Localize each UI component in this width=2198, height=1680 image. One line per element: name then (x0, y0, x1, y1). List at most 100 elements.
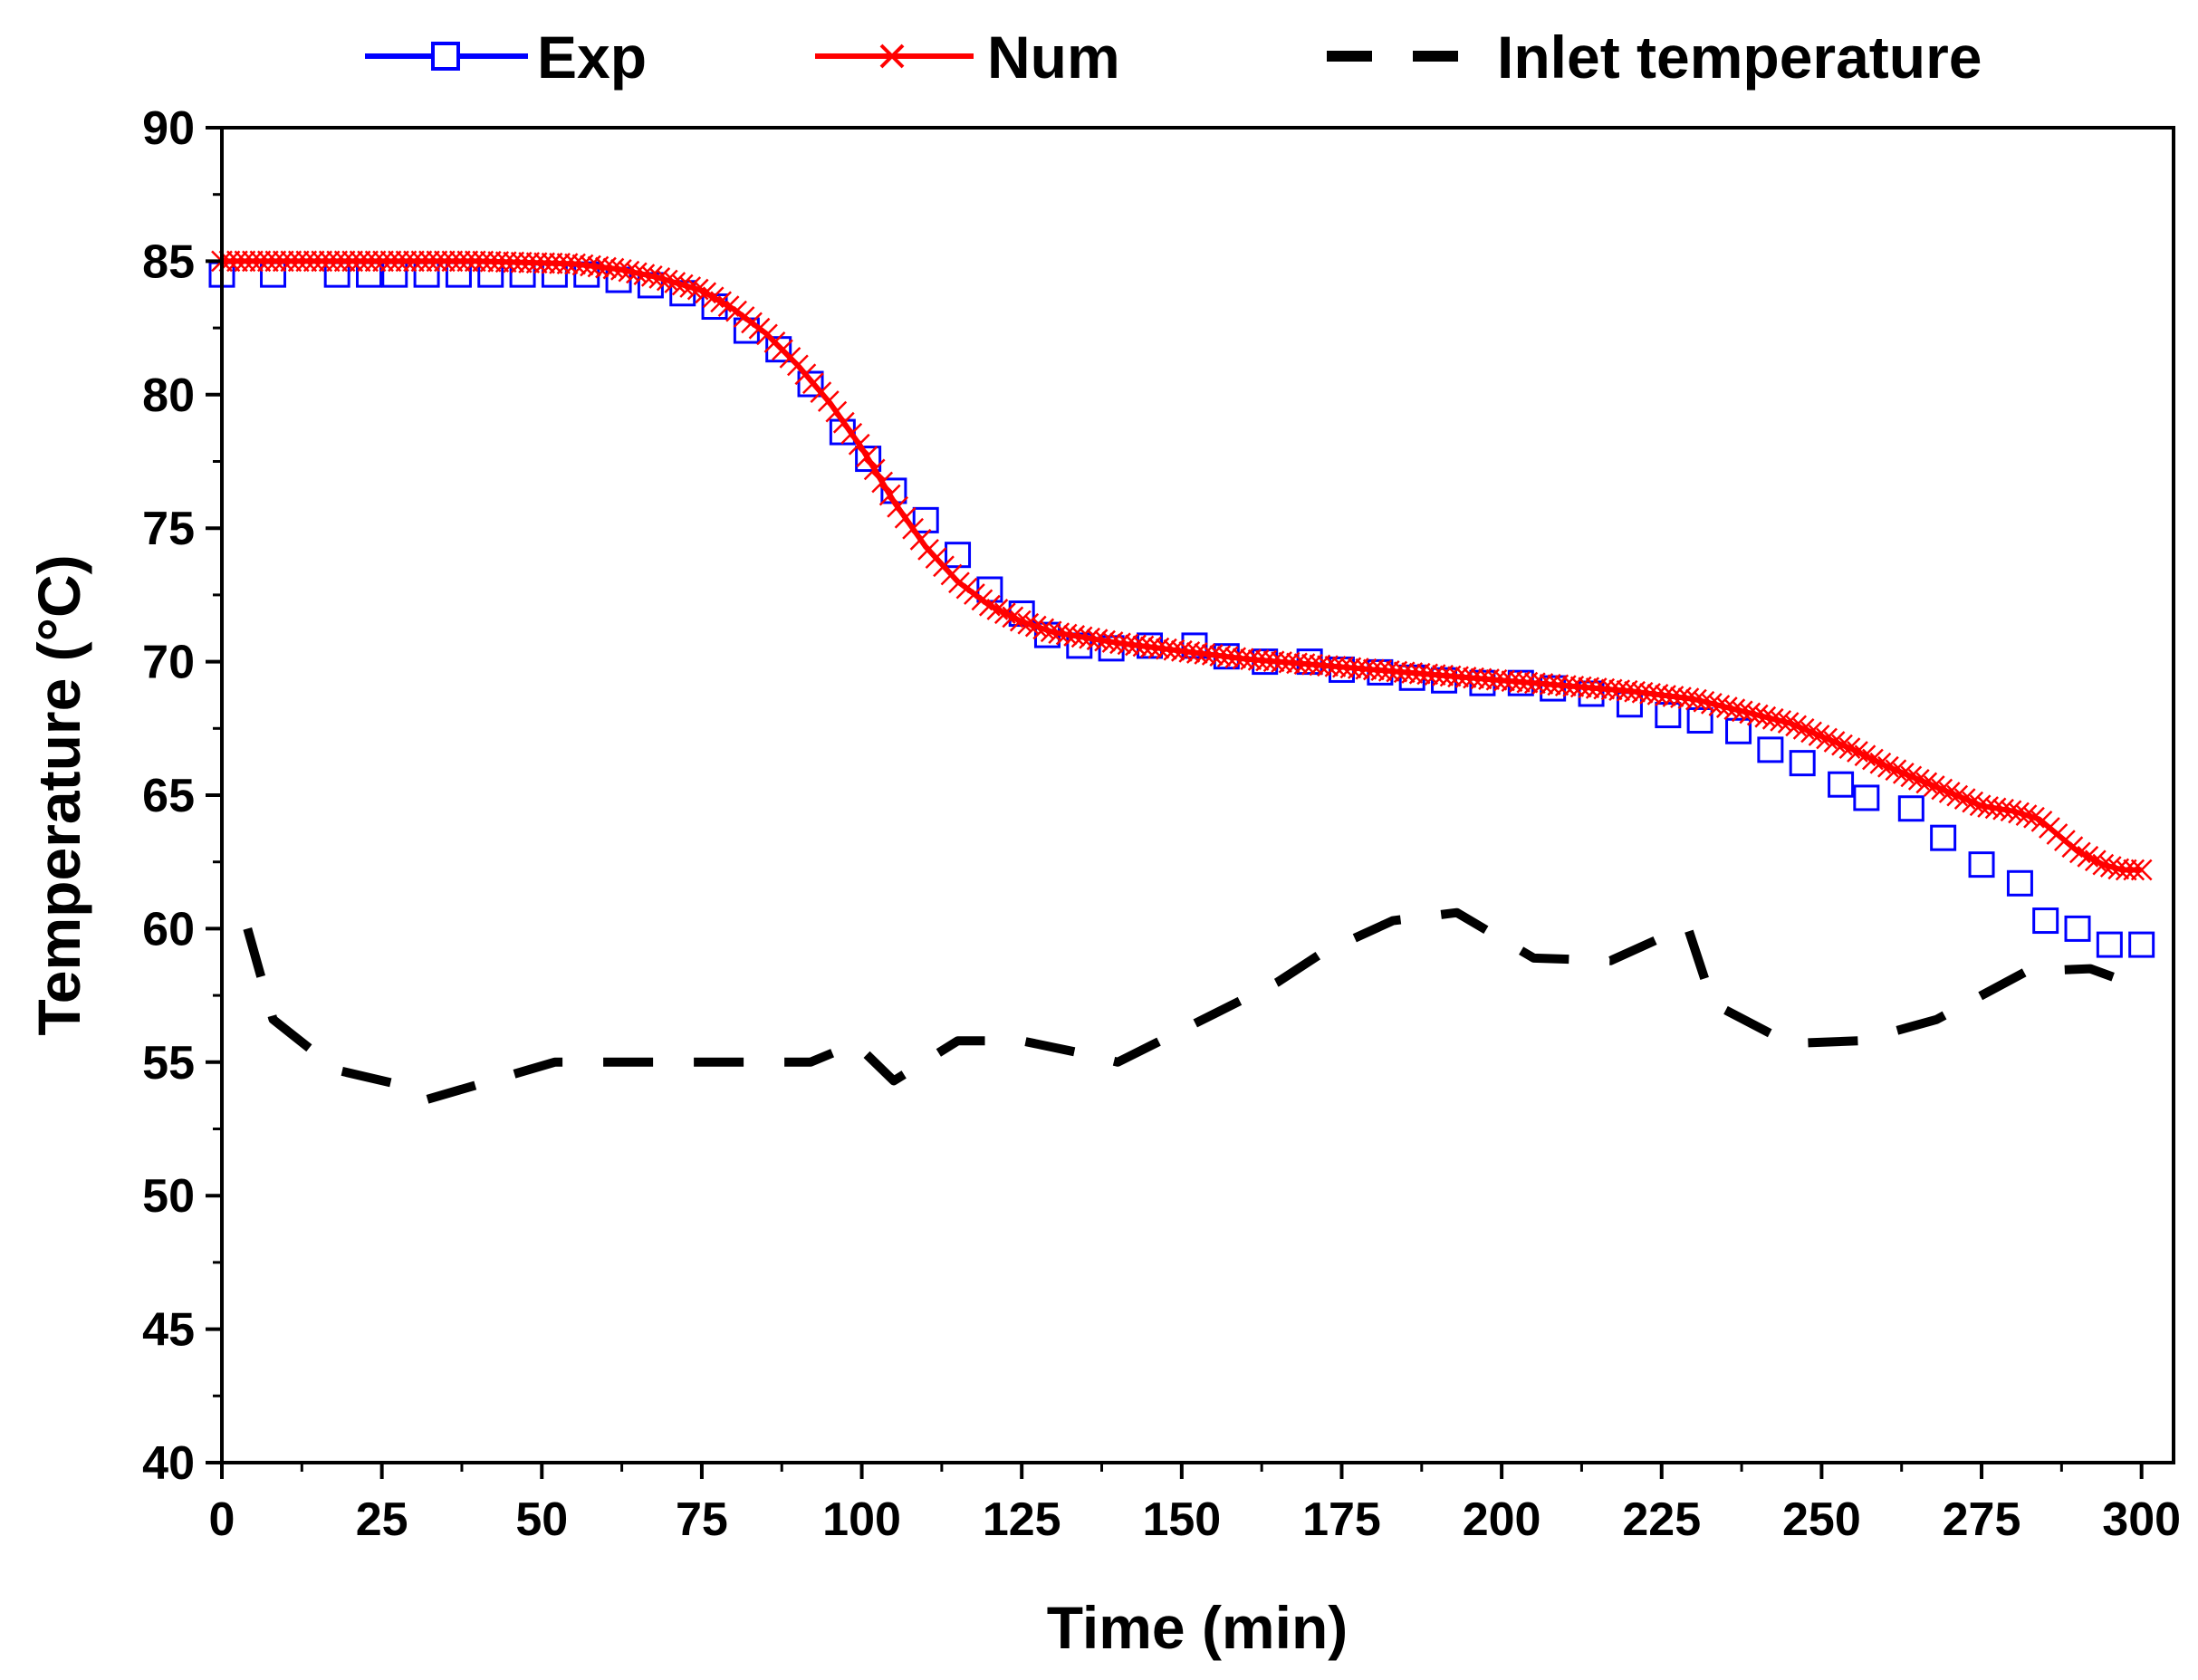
x-tick-label: 25 (356, 1493, 408, 1546)
legend-swatch-exp-marker (431, 42, 460, 71)
exp-point (1897, 795, 1924, 822)
exp-point (1968, 851, 1995, 878)
y-tick-label: 60 (142, 903, 195, 955)
num-point (2092, 853, 2115, 876)
num-point (464, 250, 486, 273)
y-axis-ticks: 40 45 50 55 60 65 70 75 80 85 90 (142, 102, 222, 1490)
num-point (1808, 725, 1830, 746)
y-tick-label: 65 (142, 770, 195, 822)
num-point (986, 599, 1009, 620)
num-point (487, 251, 510, 273)
num-point (640, 265, 663, 287)
num-point (1024, 615, 1047, 638)
num-point (533, 252, 555, 274)
num-point (1816, 727, 1838, 750)
num-point (1876, 755, 1899, 778)
num-point (226, 250, 248, 273)
num-point (840, 422, 863, 445)
num-point (426, 250, 448, 273)
num-point (671, 274, 694, 296)
num-point (1723, 698, 1746, 721)
num-point (295, 250, 318, 273)
x-axis-title: Time (min) (1047, 1594, 1348, 1661)
num-point (272, 250, 294, 273)
legend-item-exp: Exp (365, 24, 647, 91)
num-point (1962, 791, 1984, 813)
num-point (887, 495, 909, 518)
num-point (894, 506, 917, 529)
exp-point (2006, 869, 2033, 897)
num-point (856, 446, 878, 468)
x-tick-label: 200 (1463, 1493, 1541, 1546)
exp-point (2128, 931, 2155, 958)
num-point (1009, 610, 1032, 632)
num-point (1708, 695, 1731, 716)
num-point (395, 250, 418, 273)
num-point (357, 250, 379, 273)
num-point (479, 250, 502, 273)
num-point (1777, 712, 1800, 734)
num-point (311, 250, 333, 273)
num-point (902, 517, 924, 540)
num-point (1754, 706, 1777, 728)
exp-point (1655, 702, 1682, 729)
num-point (1800, 721, 1822, 744)
exp-point (477, 261, 504, 288)
num-point (2023, 806, 2045, 829)
num-point (1770, 710, 1792, 732)
num-point (1746, 704, 1769, 726)
num-point (1700, 692, 1723, 715)
num-point (1885, 759, 1907, 782)
num-point (1017, 612, 1040, 635)
num-point (234, 250, 256, 273)
num-point (817, 390, 840, 412)
num-point (909, 528, 932, 551)
num-point (341, 250, 364, 273)
num-point (1953, 788, 1976, 811)
num-point (2008, 802, 2030, 824)
num-point (1715, 696, 1738, 718)
num-point (648, 267, 671, 289)
num-point (349, 250, 371, 273)
num-point (1032, 618, 1055, 640)
exp-point (2064, 915, 2091, 942)
num-point (510, 251, 533, 274)
exp-point (945, 542, 972, 569)
x-tick-label: 100 (822, 1493, 901, 1546)
num-point (1900, 765, 1923, 788)
num-point (518, 252, 541, 274)
num-point (664, 272, 686, 293)
y-tick-label: 90 (142, 102, 195, 155)
y-axis-title: Temperature (°C) (25, 554, 92, 1035)
num-point (372, 250, 394, 273)
num-point (1923, 775, 1945, 797)
legend-label-inlet: Inlet temperature (1497, 24, 1982, 91)
num-point (1831, 734, 1853, 756)
num-point (1892, 762, 1915, 784)
num-point (264, 250, 287, 273)
x-tick-label: 300 (2102, 1493, 2181, 1546)
x-tick-label: 250 (1782, 1493, 1861, 1546)
num-point (2000, 800, 2022, 822)
plot-frame (220, 126, 2175, 1464)
num-point (410, 250, 433, 273)
num-point (418, 250, 440, 273)
num-point (871, 471, 894, 494)
y-tick-label: 40 (142, 1437, 195, 1490)
num-point (280, 250, 302, 273)
num-point (441, 250, 464, 273)
x-tick-label: 0 (209, 1493, 235, 1546)
num-point (318, 250, 341, 273)
num-point (2115, 859, 2137, 881)
num-point (494, 251, 517, 274)
num-point (364, 250, 387, 273)
num-point (1693, 690, 1715, 713)
num-point (1731, 700, 1753, 723)
num-point (1002, 606, 1024, 629)
num-point (525, 252, 548, 274)
num-point (1761, 707, 1784, 730)
exp-point (509, 261, 536, 288)
num-point (287, 250, 310, 273)
